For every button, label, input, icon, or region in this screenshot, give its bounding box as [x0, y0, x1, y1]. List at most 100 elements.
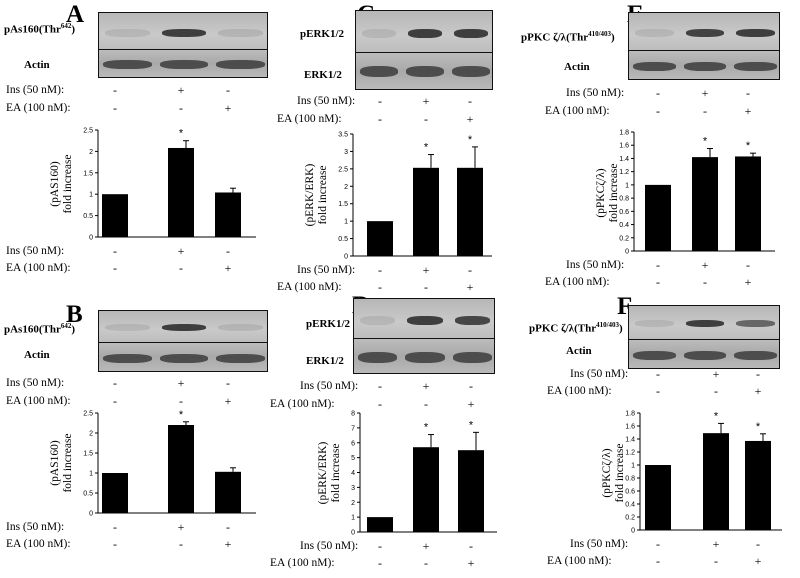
- condition-label-insulin-blot: Ins (50 nM):: [566, 87, 625, 99]
- blot-control-label: ERK1/2: [304, 69, 342, 81]
- target-band: [360, 316, 396, 325]
- y-tick-label: 3: [351, 485, 355, 492]
- chart-condition-label-insulin: Ins (50 nM):: [570, 538, 629, 550]
- y-tick-label: 1.4: [625, 437, 635, 444]
- ea-sign-blot: +: [224, 394, 232, 408]
- ea-sign-blot: -: [424, 112, 428, 126]
- y-tick-label: 1.5: [338, 201, 348, 208]
- chart-condition-label-ea: EA (100 nM):: [547, 555, 612, 567]
- ea-sign-blot: -: [378, 397, 382, 411]
- chart-insulin-sign: -: [378, 263, 382, 277]
- western-blot-image: [628, 305, 780, 369]
- y-tick-label: 1: [631, 463, 635, 470]
- chart-ea-sign: -: [714, 554, 718, 568]
- target-band: [635, 29, 674, 37]
- blot-target-strip: [356, 11, 492, 53]
- chart-insulin-sign: -: [113, 520, 117, 534]
- chart-ea-sign: -: [424, 556, 428, 570]
- y-axis-label-bottom: fold increase: [317, 165, 329, 224]
- blot-control-label: Actin: [24, 59, 50, 71]
- chart-ea-sign: -: [179, 537, 183, 551]
- bar: [413, 447, 439, 532]
- y-tick-label: 1.5: [83, 170, 93, 177]
- control-band: [159, 354, 209, 363]
- chart-condition-label-insulin: Ins (50 nM):: [300, 540, 359, 552]
- y-tick-label: 2.5: [83, 411, 93, 418]
- chart-insulin-sign: +: [177, 520, 185, 534]
- chart-ea-sign: +: [224, 261, 232, 275]
- bar: [457, 167, 483, 256]
- western-blot-image: [355, 10, 493, 90]
- control-band: [683, 351, 727, 360]
- target-label-text: pPKC ζ/λ(Thr: [529, 322, 597, 335]
- y-tick-label: 4: [351, 470, 355, 477]
- ea-sign-blot: -: [179, 101, 183, 115]
- y-axis-label-top: (pPKCζ/λ): [601, 448, 613, 497]
- target-band: [105, 324, 150, 331]
- chart-insulin-sign: -: [469, 539, 473, 553]
- y-tick-label: 0.6: [625, 489, 635, 496]
- ea-sign-blot: +: [224, 101, 232, 115]
- significance-asterisk: *: [179, 409, 184, 421]
- insulin-sign-blot: -: [378, 379, 382, 393]
- target-label-text: pPKC ζ/λ(Thr: [521, 31, 589, 44]
- target-band: [218, 29, 263, 37]
- control-band: [406, 66, 444, 77]
- target-label-text: pERK1/2: [306, 318, 351, 330]
- y-tick-label: 5: [351, 455, 355, 462]
- chart-ea-sign: +: [466, 280, 474, 294]
- chart-condition-label-insulin: Ins (50 nM):: [566, 259, 625, 271]
- control-band: [683, 62, 727, 71]
- control-band: [216, 354, 265, 363]
- chart-condition-label-insulin: Ins (50 nM):: [6, 245, 65, 257]
- condition-label-insulin-blot: Ins (50 nM):: [6, 377, 65, 389]
- control-band: [633, 351, 676, 360]
- insulin-sign-blot: -: [746, 86, 750, 100]
- y-tick-label: 0: [351, 530, 355, 537]
- chart-condition-label-ea: EA (100 nM):: [277, 281, 342, 293]
- blot-control-label: Actin: [24, 349, 50, 361]
- bar: [168, 147, 194, 237]
- chart-insulin-sign: +: [422, 539, 430, 553]
- ea-sign-blot: +: [467, 397, 475, 411]
- target-band: [685, 29, 725, 37]
- chart-ea-sign: -: [113, 537, 117, 551]
- chart-ea-sign: -: [113, 261, 117, 275]
- y-axis-label-top: (pERK/ERK): [317, 442, 329, 505]
- target-band: [407, 316, 443, 325]
- ea-sign-blot: -: [714, 384, 718, 398]
- chart-insulin-sign: -: [378, 539, 382, 553]
- control-band: [452, 352, 492, 363]
- y-tick-label: 3.5: [338, 132, 348, 139]
- ea-sign-blot: +: [744, 104, 752, 118]
- western-blot-image: [98, 310, 268, 372]
- y-tick-label: 0: [631, 528, 635, 535]
- y-tick-label: 8: [351, 411, 355, 418]
- chart-ea-sign: +: [224, 537, 232, 551]
- insulin-sign-blot: +: [712, 367, 720, 381]
- western-blot-image: [628, 12, 780, 80]
- blot-control-strip: [99, 343, 267, 371]
- y-tick-label: 0.5: [83, 491, 93, 498]
- y-tick-label: 1: [625, 182, 629, 189]
- chart-insulin-sign: -: [656, 537, 660, 551]
- blot-target-label: pPKC ζ/λ(Thr410/403): [529, 319, 623, 335]
- y-axis-label-bottom: fold increase: [62, 433, 74, 492]
- y-tick-label: 0.4: [625, 502, 635, 509]
- ea-sign-blot: -: [656, 384, 660, 398]
- target-band: [635, 320, 674, 327]
- y-tick-label: 1.8: [619, 130, 629, 137]
- insulin-sign-blot: -: [656, 367, 660, 381]
- bar: [168, 425, 194, 513]
- y-tick-label: 6: [351, 440, 355, 447]
- target-label-suffix: ): [611, 31, 615, 44]
- control-band: [633, 62, 676, 71]
- chart-insulin-sign: -: [468, 263, 472, 277]
- blot-control-strip: [354, 339, 494, 373]
- y-axis-label-bottom: fold increase: [614, 443, 626, 502]
